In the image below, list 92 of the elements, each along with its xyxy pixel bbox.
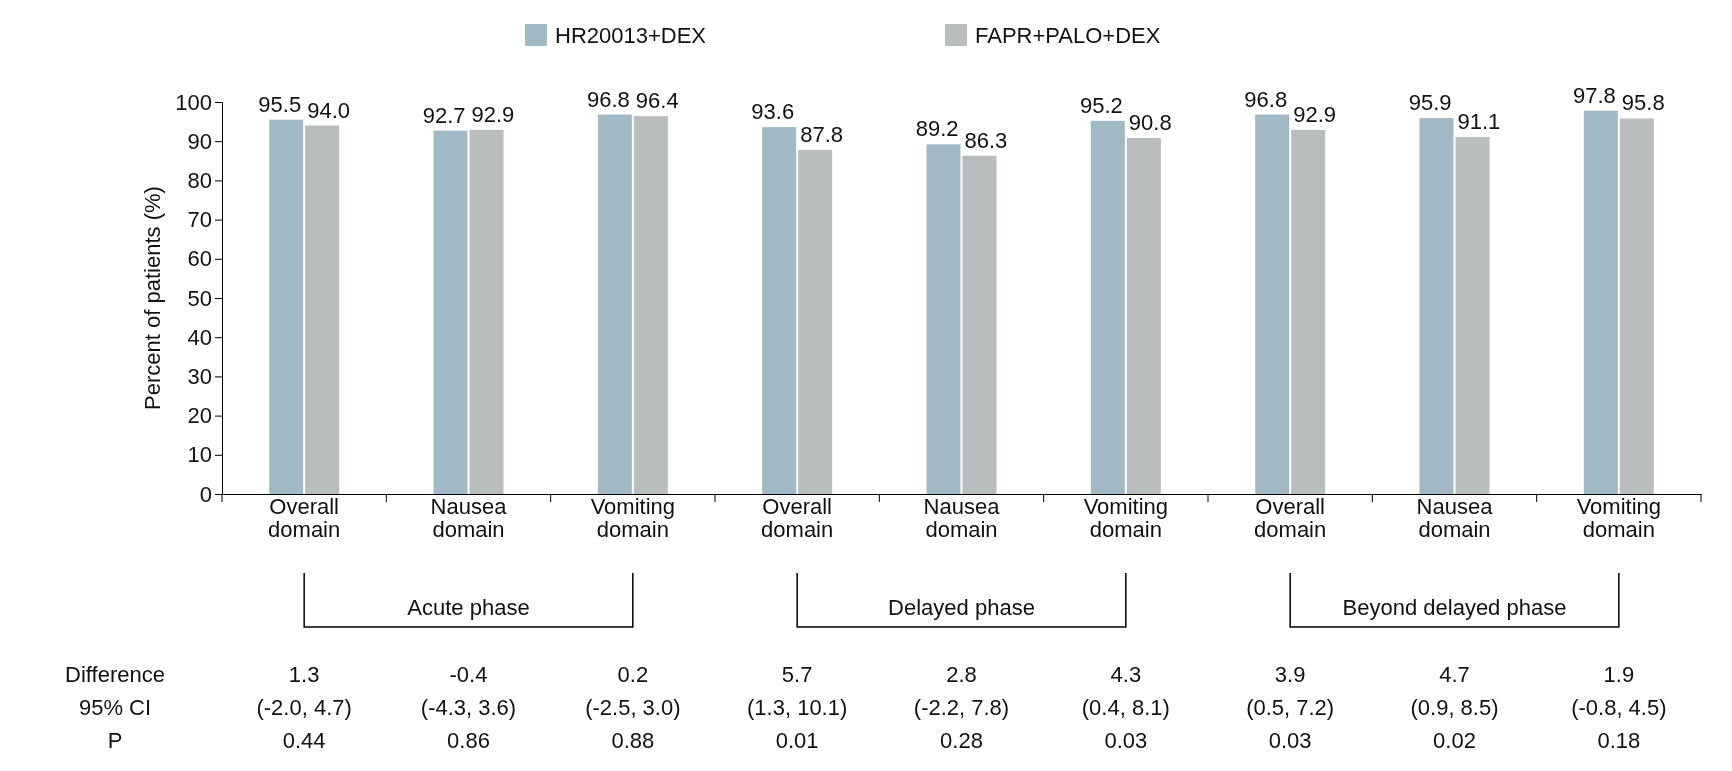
x-tick-label: Vomiting domain: [1083, 493, 1169, 542]
y-tick-label: 20: [187, 403, 212, 429]
data-label: 95.5: [258, 91, 302, 117]
text: (-2.2, 7.8): [913, 695, 1010, 720]
text: Difference: [65, 662, 165, 687]
x-tick-label: Vomiting domain: [590, 493, 676, 542]
data-label: 86.3: [964, 127, 1008, 153]
x-tick-label: Nausea domain: [1416, 493, 1494, 542]
data-label: 89.2: [915, 116, 959, 142]
y-tick-label: 0: [199, 481, 212, 507]
text: 2.8: [946, 662, 977, 687]
text: 1.3: [288, 662, 320, 687]
bar: [433, 130, 468, 494]
bar: [305, 125, 340, 494]
data-label: 90.8: [1128, 110, 1172, 136]
data-label: 97.8: [1573, 82, 1616, 108]
text: (-0.8, 4.5): [1571, 695, 1667, 720]
data-label: 92.7: [422, 102, 466, 128]
bar: [1583, 110, 1618, 494]
text: (-4.3, 3.6): [420, 695, 517, 720]
data-label: 91.1: [1457, 108, 1501, 134]
data-label: 95.9: [1408, 90, 1452, 116]
text: 5.7: [781, 662, 813, 687]
text: (1.3, 10.1): [747, 695, 848, 720]
bar: [1126, 138, 1161, 494]
text: 0.44: [282, 728, 326, 753]
x-tick-label: Overall domain: [761, 493, 834, 542]
bar: [1291, 129, 1326, 494]
y-tick-label: 70: [187, 207, 212, 233]
text: 0.03: [1104, 728, 1148, 753]
bar: [962, 155, 997, 494]
text: Acute phase: [407, 595, 530, 620]
bar: [1419, 118, 1454, 494]
data-label: 93.6: [751, 99, 795, 125]
bar: [1090, 120, 1125, 494]
text: 0.2: [617, 662, 649, 687]
data-label: 92.9: [471, 101, 515, 127]
text: 0.86: [447, 728, 490, 753]
y-tick-label: 100: [175, 89, 212, 115]
y-tick-label: 80: [187, 167, 212, 193]
text: (0.5, 7.2): [1246, 695, 1335, 720]
data-label: 94.0: [307, 97, 350, 123]
text: 0.03: [1268, 728, 1312, 753]
bar: [1455, 136, 1490, 494]
text: 95% CI: [78, 695, 152, 720]
data-label: 96.8: [1244, 86, 1288, 112]
bar: [597, 114, 632, 494]
text: 0.88: [611, 728, 655, 753]
bar: [469, 129, 504, 494]
data-label: 95.8: [1621, 90, 1665, 116]
y-tick-label: 40: [187, 324, 212, 350]
y-axis-title: Percent of patients (%): [140, 186, 165, 410]
data-label: 95.2: [1080, 92, 1123, 118]
data-label: 96.8: [587, 86, 630, 112]
bar: [633, 116, 668, 494]
x-tick-label: Overall domain: [1254, 493, 1327, 542]
bar: [1255, 114, 1290, 494]
data-label: 96.4: [635, 88, 679, 114]
x-tick-label: Nausea domain: [923, 493, 1001, 542]
text: 0.28: [940, 728, 983, 753]
bar: [762, 127, 797, 494]
legend-label: FAPR+PALO+DEX: [975, 23, 1161, 48]
x-tick-label: Vomiting domain: [1576, 493, 1662, 542]
text: 3.9: [1274, 662, 1306, 687]
text: 0.01: [775, 728, 819, 753]
text: Beyond delayed phase: [1342, 595, 1567, 620]
bar: [926, 144, 961, 494]
legend-label: HR20013+DEX: [555, 23, 707, 48]
bar: [269, 119, 304, 494]
text: 4.3: [1110, 662, 1142, 687]
text: (0.4, 8.1): [1081, 695, 1170, 720]
data-label: 87.8: [800, 121, 843, 147]
text: P: [107, 728, 123, 753]
text: (-2.5, 3.0): [585, 695, 681, 720]
text: Delayed phase: [888, 595, 1035, 620]
text: 1.9: [1603, 662, 1635, 687]
y-tick-label: 90: [187, 128, 212, 154]
bar: [798, 149, 833, 494]
text: 0.18: [1597, 728, 1641, 753]
y-tick-label: 30: [187, 363, 212, 389]
data-label: 92.9: [1293, 101, 1336, 127]
x-tick-label: Nausea domain: [430, 493, 508, 542]
y-tick-label: 10: [187, 442, 212, 468]
y-tick-label: 60: [187, 246, 212, 272]
bar: [1619, 118, 1654, 494]
text: (-2.0, 4.7): [256, 695, 352, 720]
x-tick-label: Overall domain: [268, 493, 341, 542]
y-tick-label: 50: [187, 285, 212, 311]
text: -0.4: [449, 662, 488, 687]
text: 4.7: [1439, 662, 1470, 687]
text: (0.9, 8.5): [1410, 695, 1499, 720]
text: 0.02: [1433, 728, 1476, 753]
